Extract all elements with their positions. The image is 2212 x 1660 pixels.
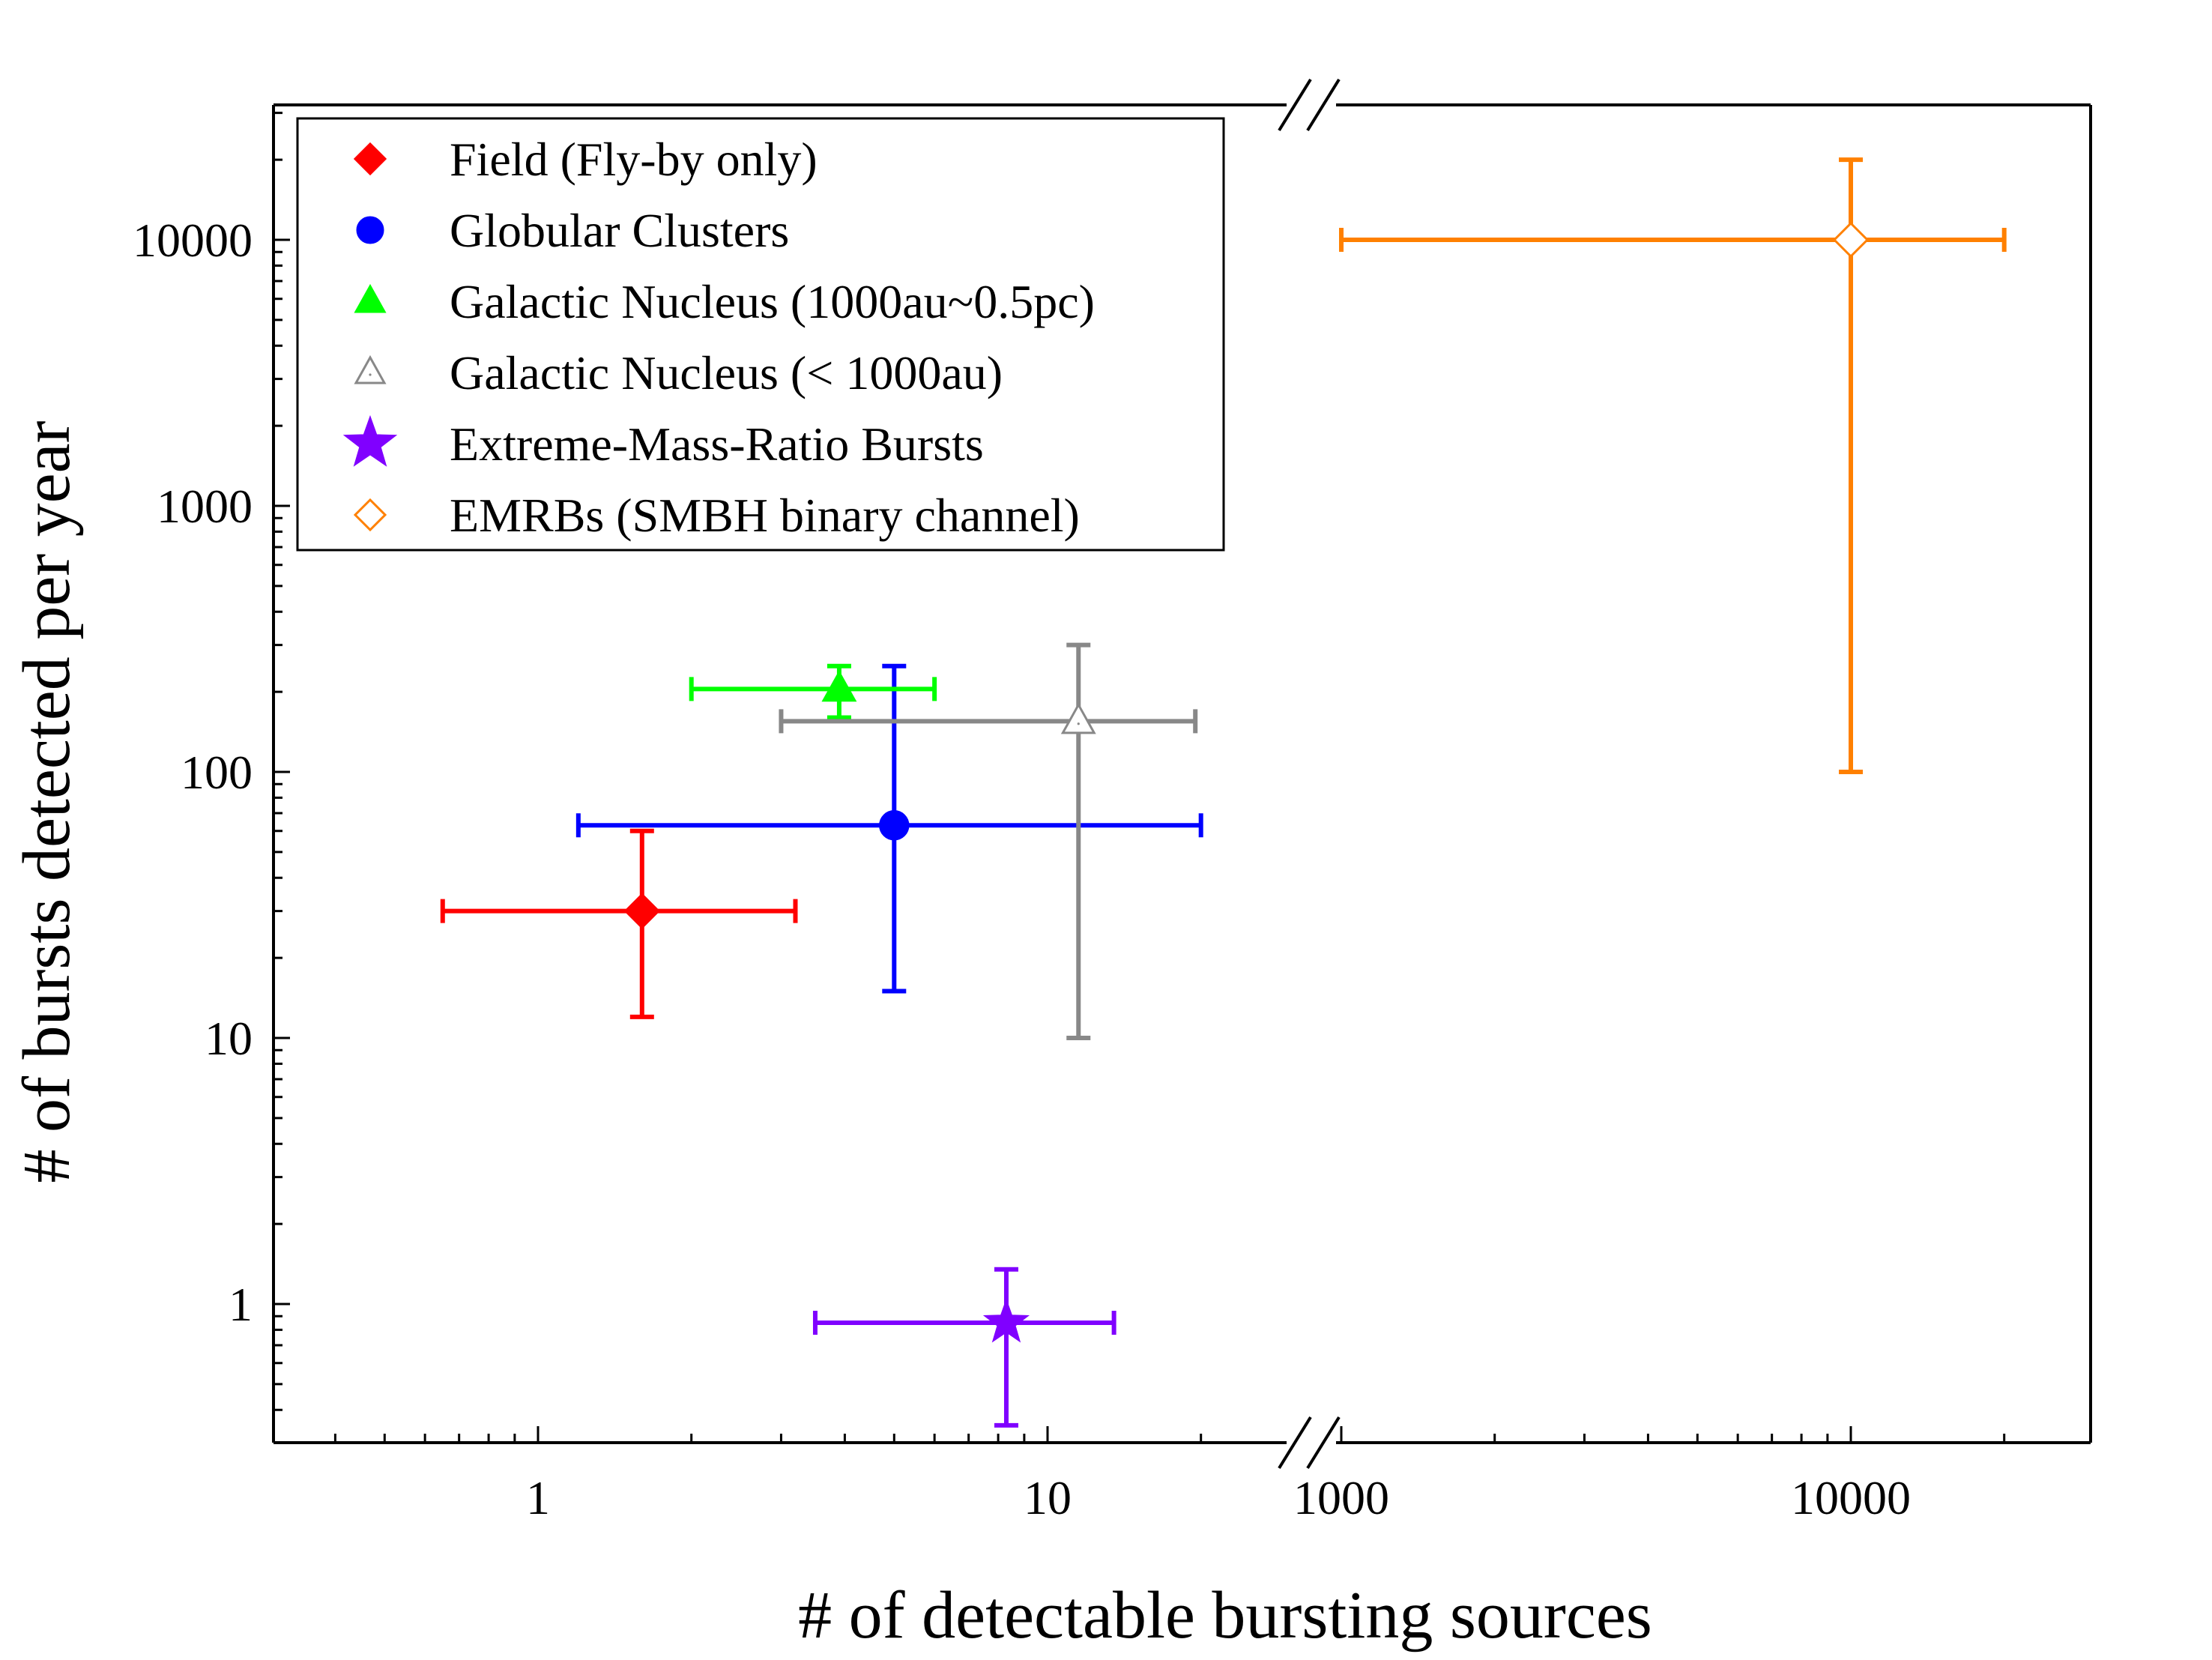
series-5 — [1339, 157, 2007, 774]
legend-label: Field (Fly-by only) — [450, 133, 818, 186]
legend-label: Extreme-Mass-Ratio Bursts — [450, 417, 984, 471]
x-tick-label: 10 — [1024, 1471, 1072, 1524]
data-point — [821, 670, 857, 702]
legend-marker — [342, 414, 398, 467]
legend-marker — [356, 216, 384, 244]
legend-label: Globular Clusters — [450, 204, 789, 257]
y-tick-label: 1 — [229, 1278, 253, 1331]
legend-marker — [353, 142, 387, 176]
y-tick-label: 100 — [181, 746, 253, 799]
data-point — [1832, 221, 1870, 259]
legend-label: Galactic Nucleus (< 1000au) — [450, 346, 1003, 399]
axes: 1 10 100 1000 10000 1 10 1000 10000 — [133, 78, 2092, 1524]
axis-break-mark — [1306, 78, 1341, 132]
data-series — [440, 157, 2007, 1428]
legend-marker — [354, 283, 387, 313]
axis-break-mark — [1306, 1416, 1341, 1470]
x-tick-label: 1 — [526, 1471, 550, 1524]
series-0 — [440, 828, 798, 1019]
y-tick-label: 1000 — [157, 480, 253, 533]
legend-marker — [354, 354, 387, 384]
legend-label: EMRBs (SMBH binary channel) — [450, 489, 1080, 542]
series-2 — [689, 663, 937, 720]
legend-marker-dot — [369, 373, 372, 376]
y-axis-title: # of bursts detected per year — [10, 420, 84, 1183]
y-tick-label: 10 — [205, 1012, 253, 1065]
series-4 — [812, 1267, 1116, 1428]
data-point — [879, 810, 910, 841]
legend-box — [296, 117, 1225, 552]
x-axis-title: # of detectable bursting sources — [798, 1578, 1652, 1653]
data-point — [623, 893, 660, 929]
y-tick-label: 10000 — [133, 214, 253, 267]
axis-break-mark — [1278, 1416, 1312, 1470]
data-point — [1060, 702, 1096, 734]
series-3 — [779, 642, 1198, 1040]
x-tick-label: 1000 — [1293, 1471, 1389, 1524]
data-point-dot — [1077, 722, 1080, 725]
axis-break-mark — [1278, 78, 1312, 132]
legend: Field (Fly-by only) Globular Clusters Gala… — [296, 117, 1225, 552]
data-point — [982, 1298, 1030, 1343]
legend-label: Galactic Nucleus (1000au~0.5pc) — [450, 275, 1095, 328]
x-tick-label: 10000 — [1791, 1471, 1911, 1524]
legend-marker — [353, 498, 387, 532]
series-1 — [575, 663, 1203, 994]
